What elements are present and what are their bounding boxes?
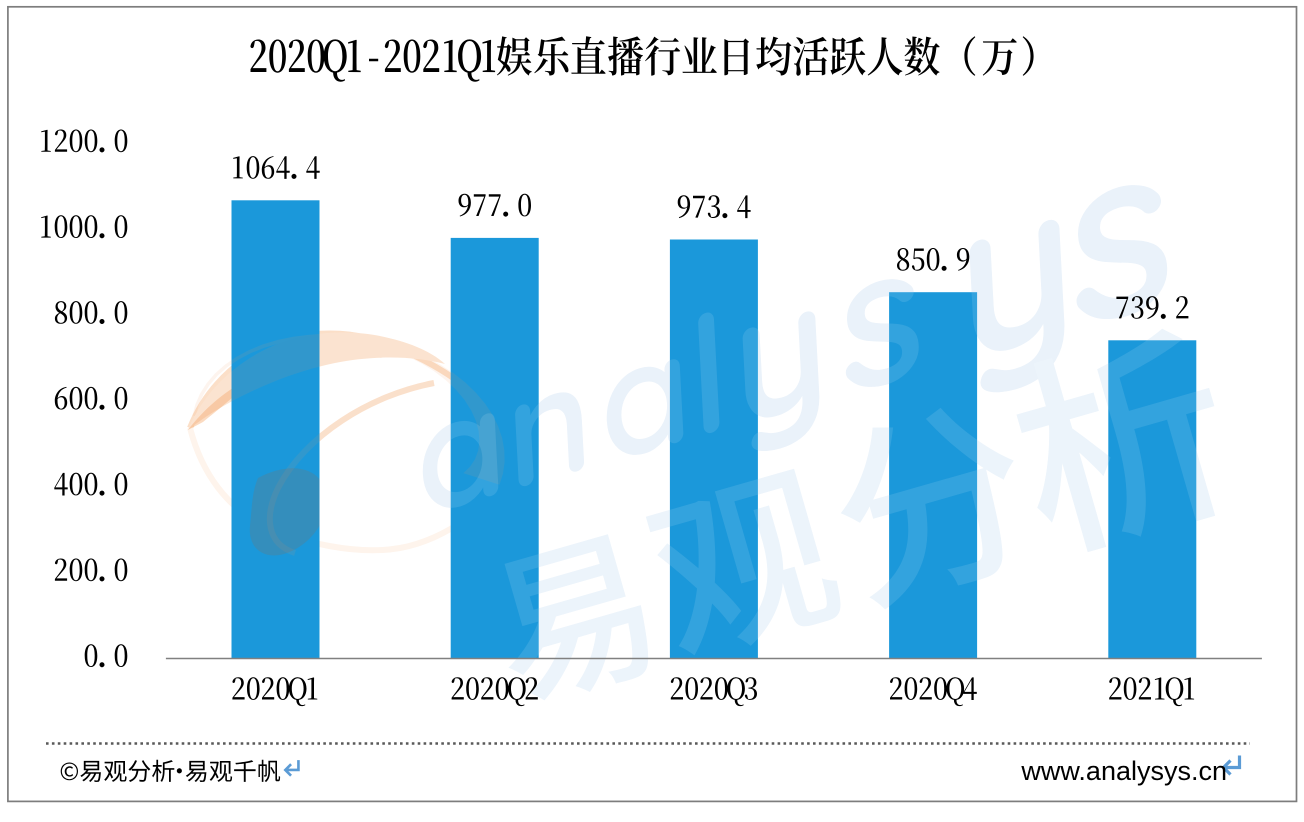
svg-text:www.analysys.cn: www.analysys.cn	[1020, 756, 1227, 786]
